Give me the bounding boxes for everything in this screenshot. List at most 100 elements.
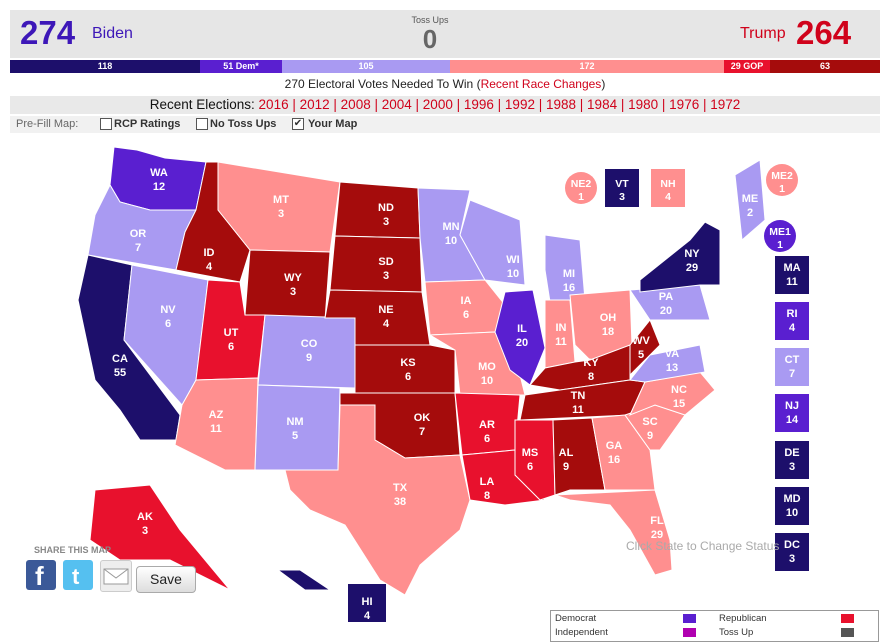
state-ev-label: 6 [527,461,533,473]
district-me1[interactable] [764,220,796,252]
recent-election-1984[interactable]: 1984 [587,97,618,112]
state-ev-label: 5 [292,430,298,442]
state-ev-label: 55 [114,367,126,379]
recent-election-2016[interactable]: 2016 [258,97,289,112]
bar-likely-dem: 51 Dem* [200,60,282,73]
side-box-ri[interactable]: RI 4 [775,302,809,340]
hi-label-box[interactable] [348,584,386,622]
side-box-ev: 10 [785,507,799,519]
side-box-ev: 4 [788,322,796,334]
state-ev-label: 20 [660,305,672,317]
state-tx[interactable] [284,404,471,596]
state-wv[interactable] [629,319,661,377]
your-map-label[interactable]: Your Map [308,118,358,130]
state-az[interactable] [174,377,259,471]
state-abbr-label: OH [600,312,617,324]
bar-lean-dem: 105 [282,60,450,73]
side-box-ev: 11 [786,276,798,288]
district-vt[interactable] [605,169,639,207]
state-hi[interactable] [276,569,332,591]
state-fl[interactable] [554,489,673,576]
side-box-md[interactable]: MD 10 [775,487,809,525]
recent-election-1988[interactable]: 1988 [545,97,577,112]
state-al[interactable] [552,417,606,496]
state-ms[interactable] [514,419,556,501]
district-nh[interactable] [651,169,685,207]
state-ev-label: 9 [306,352,312,364]
state-ev-label: 6 [405,371,411,383]
state-ga[interactable] [591,414,656,491]
side-box-de[interactable]: DE 3 [775,441,809,479]
biden-ev-total: 274 [20,14,76,51]
state-abbr-label: SC [642,416,657,428]
state-ev-label: 3 [290,286,296,298]
side-box-ev: 14 [785,414,799,426]
recent-election-2004[interactable]: 2004 [381,97,412,112]
state-ev-label: 6 [463,309,469,321]
state-ev-label: 8 [484,490,490,502]
state-va[interactable] [629,344,706,383]
recent-election-2012[interactable]: 2012 [299,97,330,112]
recent-election-1976[interactable]: 1976 [669,97,700,112]
legend-tossup-swatch [841,628,854,637]
rcp-ratings-label[interactable]: RCP Ratings [114,118,181,130]
no-toss-ups-label[interactable]: No Toss Ups [210,118,277,130]
tossup-total: 0 [422,24,438,54]
state-ev-label: 2 [747,207,753,219]
side-box-nj[interactable]: NJ 14 [775,394,809,432]
state-ev-label: 20 [516,337,528,349]
no-toss-ups-checkbox[interactable] [196,118,208,130]
side-box-ev: 7 [788,368,796,380]
side-box-ct[interactable]: CT 7 [775,348,809,386]
state-abbr-label: MS [522,447,539,459]
state-me[interactable] [734,159,766,242]
state-wi[interactable] [459,199,526,286]
state-ev-label: 3 [278,208,284,220]
legend-republican: Republican [719,613,767,624]
district-ne2[interactable] [565,172,597,204]
state-abbr-label: LA [480,476,495,488]
side-box-abbr: MD [783,493,801,505]
your-map-checkbox[interactable]: ✔ [292,118,304,130]
recent-election-1992[interactable]: 1992 [504,97,535,112]
facebook-icon[interactable]: f [26,560,56,591]
state-ev-label: 11 [572,404,584,416]
state-abbr-label: IL [517,323,527,335]
recent-elections-years: 2016 | 2012 | 2008 | 2004 | 2000 | 1996 … [259,97,741,112]
state-abbr-label: WV [632,335,650,347]
side-box-ma[interactable]: MA 11 [775,256,809,294]
recent-election-1980[interactable]: 1980 [628,97,659,112]
state-ak[interactable] [89,484,231,591]
state-abbr-label: TX [393,482,408,494]
save-button[interactable]: Save [136,566,196,593]
rcp-ratings-checkbox[interactable] [100,118,112,130]
state-ev-label: 3 [142,525,148,537]
recent-election-1972[interactable]: 1972 [710,97,741,112]
click-state-hint: Click State to Change Status [626,539,780,553]
recent-election-2000[interactable]: 2000 [422,97,453,112]
state-ev-label: 16 [608,454,620,466]
state-abbr-label: MI [563,268,575,280]
state-abbr-label: KY [583,357,599,369]
state-ny[interactable] [639,221,721,293]
email-icon[interactable] [100,560,132,592]
state-ia[interactable] [424,279,506,336]
state-wy[interactable] [244,249,331,321]
state-ev-label: 3 [383,216,389,228]
recent-election-1996[interactable]: 1996 [463,97,494,112]
state-sd[interactable] [329,235,423,293]
state-in[interactable] [544,299,576,369]
state-abbr-label: AR [479,419,495,431]
side-box-dc[interactable]: DC 3 [775,533,809,571]
state-abbr-label: WA [150,167,168,179]
state-abbr-label: ID [204,247,215,259]
state-ks[interactable] [354,344,456,394]
district-me2[interactable] [766,164,798,196]
year-separator: | [329,97,341,112]
recent-election-2008[interactable]: 2008 [340,97,371,112]
state-abbr-label: ND [378,202,394,214]
state-ev-label: 29 [686,262,698,274]
state-ev-label: 3 [383,270,389,282]
recent-race-changes-link[interactable]: Recent Race Changes [480,77,602,91]
twitter-icon[interactable]: t [63,560,93,590]
